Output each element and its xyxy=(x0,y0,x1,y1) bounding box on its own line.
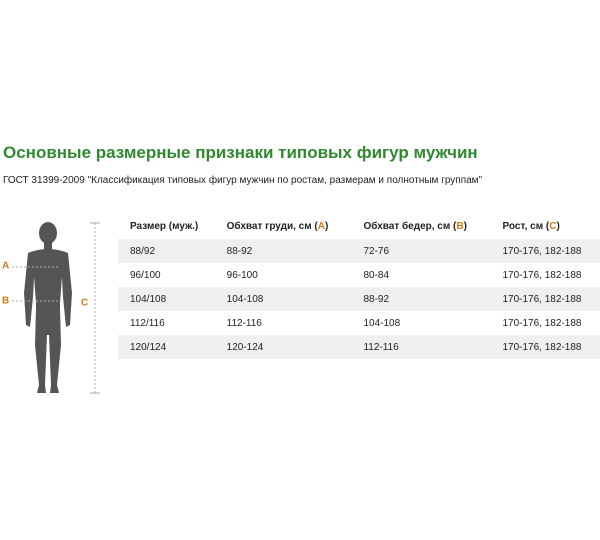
header-after: ) xyxy=(324,220,329,232)
cell: 88-92 xyxy=(214,239,352,263)
header-before: Обхват груди, см ( xyxy=(226,220,318,232)
label-c: C xyxy=(81,298,88,309)
header-after: ) xyxy=(463,220,467,232)
table-row: 104/108 104-108 88-92 170-176, 182-188 xyxy=(118,287,600,311)
table-row: 88/92 88-92 72-76 170-176, 182-188 xyxy=(118,239,600,263)
cell: 96-100 xyxy=(226,269,258,281)
cell: 170-176, 182-188 xyxy=(490,239,600,263)
column-header: Обхват бедер, см (B) xyxy=(351,213,490,239)
cell: 104-108 xyxy=(214,287,352,311)
cell: 170-176, 182-188 xyxy=(502,269,582,281)
cell: 120/124 xyxy=(118,335,215,359)
title: Основные размерные признаки типовых фигу… xyxy=(3,143,478,162)
column-header: Рост, см (C) xyxy=(490,213,600,239)
cell: 96/100 xyxy=(130,269,161,281)
cell: 170-176, 182-188 xyxy=(490,287,600,311)
cell: 72-76 xyxy=(351,239,491,263)
label-b: B xyxy=(2,296,9,307)
cell: 120-124 xyxy=(214,335,352,359)
table-row: 120/124 120-124 112-116 170-176, 182-188 xyxy=(118,335,600,359)
cell: 170-176, 182-188 xyxy=(502,317,582,329)
cell: 88/92 xyxy=(118,239,215,263)
label-a: A xyxy=(2,261,9,272)
header-after: ) xyxy=(556,220,560,232)
subtitle: ГОСТ 31399-2009 "Классификация типовых ф… xyxy=(3,175,483,186)
cell: 112/116 xyxy=(130,317,165,329)
cell: 88-92 xyxy=(351,287,491,311)
header-letter: A xyxy=(317,220,325,232)
cell: 104/108 xyxy=(118,287,215,311)
header-letter: C xyxy=(549,220,557,232)
cell: 112-116 xyxy=(226,317,262,329)
cell: 104-108 xyxy=(363,317,401,329)
header-letter: B xyxy=(456,220,464,232)
header-before: Размер (муж.) xyxy=(130,220,199,232)
cell: 80-84 xyxy=(363,269,390,281)
table-row: 96/100 96-100 80-84 170-176, 182-188 xyxy=(118,263,600,287)
column-header: Размер (муж.) xyxy=(118,213,215,239)
header-before: Рост, см ( xyxy=(502,220,550,232)
header-before: Обхват бедер, см ( xyxy=(363,220,457,232)
table-row: 112/116 112-116 104-108 170-176, 182-188 xyxy=(118,311,600,335)
silhouette xyxy=(24,222,72,393)
column-header: Обхват груди, см (A) xyxy=(215,213,352,239)
figure: A B C xyxy=(2,222,100,394)
size-table: Размер (муж.) Обхват груди, см (A) Обхват … xyxy=(118,213,600,359)
cell: 170-176, 182-188 xyxy=(490,335,600,359)
cell: 112-116 xyxy=(351,335,491,359)
